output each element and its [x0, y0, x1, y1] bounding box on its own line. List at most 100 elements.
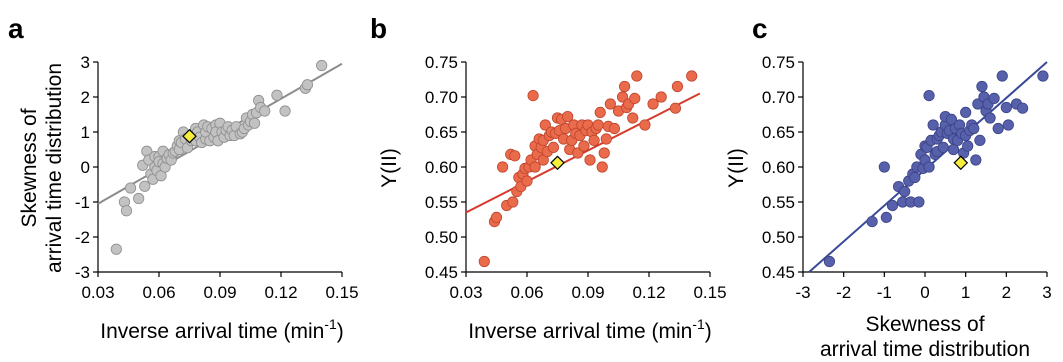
data-point	[572, 147, 584, 159]
panel-a-ytick-label: 0	[81, 158, 90, 177]
panel-b-xtick-label: 0.09	[571, 283, 604, 302]
panel-c-x-axis-label-line1: Skewness of	[865, 313, 984, 336]
data-point	[529, 161, 541, 173]
data-point	[578, 140, 590, 152]
panel-a-ytick-label: -3	[75, 263, 90, 282]
panel-label-b: b	[370, 13, 387, 44]
data-point	[960, 106, 972, 119]
panel-c-y-ticks: 0.45 0.50 0.55 0.60 0.65 0.70 0.75	[762, 53, 803, 282]
data-point	[618, 80, 631, 93]
data-point	[886, 199, 899, 212]
data-point	[584, 154, 596, 166]
panel-b-ytick-label: 0.70	[425, 88, 458, 107]
panel-a-y-ticks: -3 -2 -1 0 1 2 3	[75, 53, 98, 282]
panel-b-ytick-label: 0.50	[425, 228, 458, 247]
panel-a-xtick-label: 0.06	[142, 283, 175, 302]
panel-a-points	[110, 59, 328, 255]
data-point	[968, 122, 980, 135]
panel-c-ytick-label: 0.70	[762, 88, 795, 107]
data-point	[527, 90, 539, 102]
data-point	[669, 102, 682, 114]
panel-c-highlight-point	[953, 155, 969, 171]
data-point	[947, 143, 960, 156]
panel-a-x-ticks: 0.03 0.06 0.09 0.12 0.15	[81, 272, 359, 302]
panel-b-x-ticks: 0.03 0.06 0.09 0.12 0.15	[449, 272, 727, 302]
data-point	[301, 79, 314, 91]
panel-label-c: c	[752, 13, 768, 44]
data-point	[923, 161, 935, 173]
data-point	[259, 105, 271, 117]
data-point	[984, 112, 996, 124]
panel-a-xtick-label: 0.09	[203, 283, 236, 302]
panel-b-xtick-label: 0.12	[632, 283, 665, 302]
panel-b-ytick-label: 0.45	[425, 263, 458, 282]
panel-b-xtick-label: 0.15	[693, 283, 726, 302]
panel-b-ytick-label: 0.75	[425, 53, 458, 72]
data-point	[133, 192, 145, 205]
panel-c-x-axis-label-line2: arrival time distribution	[820, 338, 1030, 361]
data-point	[604, 98, 616, 110]
data-point	[248, 117, 261, 129]
panel-b-ytick-label: 0.55	[425, 193, 458, 212]
data-point	[1037, 70, 1049, 82]
panel-c-xtick-label: -1	[877, 283, 892, 302]
panel-c-xtick-label: 2	[1002, 283, 1011, 302]
data-point	[974, 134, 986, 146]
panel-b-y-axis-label-group: Y(II)	[378, 148, 401, 188]
panel-c-x-ticks: -3 -2 -1 0 1 2 3	[795, 272, 1052, 302]
data-point	[647, 98, 659, 110]
data-point	[970, 154, 982, 166]
panel-b-xtick-label: 0.06	[510, 283, 543, 302]
data-point	[823, 255, 836, 268]
panel-a-x-axis-label: Inverse arrival time (min-1)	[100, 316, 344, 343]
data-point	[539, 119, 551, 131]
panel-c: c 0.45 0.50 0.55 0.60 0.65 0.70 0.75 -3 …	[725, 13, 1052, 361]
data-point	[866, 216, 878, 228]
panel-c-xtick-label: 3	[1042, 283, 1051, 302]
panel-a-highlight-point	[182, 128, 197, 144]
data-point	[976, 80, 988, 93]
data-point	[490, 211, 503, 223]
data-point	[988, 92, 1000, 105]
panel-c-ytick-label: 0.45	[762, 263, 795, 282]
panel-b: b 0.45 0.50 0.55 0.60 0.65 0.70 0.75 0.0…	[370, 13, 727, 343]
panel-c-y-axis-label-group: Y(II)	[725, 148, 748, 188]
data-point	[507, 196, 519, 208]
panel-b-x-axis-label: Inverse arrival time (min-1)	[468, 316, 712, 343]
data-point	[923, 90, 935, 102]
panel-b-x-axis-label-main: Inverse arrival time (min	[468, 320, 692, 343]
panel-a-ytick-label: -1	[75, 193, 90, 212]
panel-b-x-axis-label-close: )	[705, 320, 712, 343]
panel-a-y-axis-label: Skewness of arrival time distribution	[18, 63, 66, 273]
panel-c-y-axis-label: Y(II)	[725, 148, 748, 188]
data-point	[878, 161, 890, 173]
panel-c-ytick-label: 0.75	[762, 53, 795, 72]
data-point	[1002, 119, 1014, 131]
data-point	[686, 70, 698, 82]
data-point	[496, 161, 509, 173]
data-point	[478, 255, 490, 268]
panel-a-ytick-label: 1	[81, 123, 90, 142]
data-point	[880, 211, 892, 223]
data-point	[616, 91, 629, 103]
panel-a-ytick-label: 3	[81, 53, 90, 72]
panel-b-xtick-label: 0.03	[449, 283, 482, 302]
data-point	[547, 141, 560, 153]
data-point	[600, 133, 612, 145]
data-point	[271, 89, 283, 101]
data-point	[631, 70, 643, 82]
panel-c-xtick-label: -3	[795, 283, 810, 302]
panel-label-a: a	[8, 13, 24, 44]
data-point	[639, 119, 651, 131]
data-point	[509, 150, 521, 162]
data-point	[655, 91, 667, 103]
data-point	[627, 112, 639, 124]
data-point	[562, 111, 574, 123]
panel-a-xtick-label: 0.03	[81, 283, 114, 302]
data-point	[913, 196, 925, 208]
data-point	[592, 119, 604, 131]
data-point	[962, 140, 974, 152]
data-point	[521, 175, 533, 187]
panel-b-ytick-label: 0.60	[425, 158, 458, 177]
